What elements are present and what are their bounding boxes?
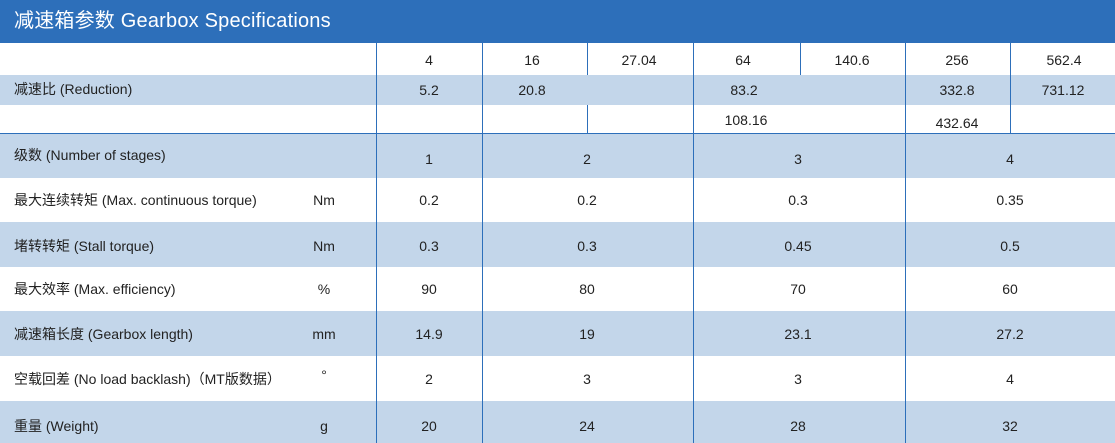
reduction-value: 562.4 — [1046, 52, 1082, 68]
sub-divider-a1 — [587, 43, 588, 75]
cont-torque-value: 0.2 — [419, 192, 439, 208]
reduction-value: 64 — [735, 52, 751, 68]
stall-torque-value: 0.3 — [577, 238, 597, 254]
stages-value: 4 — [1006, 151, 1014, 167]
sub-divider-b1 — [800, 43, 801, 75]
length-value: 23.1 — [784, 326, 812, 342]
sub-divider-c — [1010, 43, 1011, 133]
row-band-efficiency — [0, 267, 1115, 311]
row-label-weight: 重量 (Weight) — [14, 418, 99, 434]
reduction-value: 140.6 — [834, 52, 870, 68]
stall-torque-value: 0.3 — [419, 238, 439, 254]
col-divider-values — [376, 43, 377, 443]
backlash-value: 2 — [425, 371, 433, 387]
unit-cont-torque: Nm — [313, 192, 335, 208]
row-label-stages: 级数 (Number of stages) — [14, 147, 166, 163]
reduction-value: 16 — [524, 52, 540, 68]
row-band-backlash — [0, 356, 1115, 401]
weight-value: 20 — [421, 418, 437, 434]
reduction-value: 432.64 — [935, 115, 979, 131]
row-label-cont-torque: 最大连续转矩 (Max. continuous torque) — [14, 192, 257, 208]
reduction-value: 4 — [425, 52, 433, 68]
stages-value: 2 — [583, 151, 591, 167]
reduction-value: 27.04 — [621, 52, 657, 68]
cont-torque-value: 0.35 — [996, 192, 1024, 208]
efficiency-value: 60 — [1002, 281, 1018, 297]
reduction-value: 108.16 — [724, 112, 768, 128]
row-band-stages — [0, 133, 1115, 178]
reduction-band-1 — [0, 43, 1115, 75]
backlash-value: 4 — [1006, 371, 1014, 387]
length-value: 27.2 — [996, 326, 1024, 342]
reduction-value: 256 — [945, 52, 969, 68]
reduction-label: 减速比 (Reduction) — [14, 81, 133, 97]
reduction-value: 83.2 — [730, 82, 758, 98]
col-divider-2 — [693, 43, 694, 443]
sub-divider-a3 — [587, 105, 588, 133]
row-label-length: 减速箱长度 (Gearbox length) — [14, 326, 193, 342]
title-bar: 减速箱参数 Gearbox Specifications — [0, 0, 1115, 43]
stall-torque-value: 0.45 — [784, 238, 812, 254]
weight-value: 24 — [579, 418, 595, 434]
unit-backlash: ° — [321, 367, 327, 383]
unit-weight: g — [320, 418, 328, 434]
length-value: 19 — [579, 326, 595, 342]
weight-value: 28 — [790, 418, 806, 434]
reduction-bottom-line — [0, 133, 1115, 134]
reduction-value: 731.12 — [1041, 82, 1085, 98]
unit-length: mm — [312, 326, 336, 342]
cont-torque-value: 0.2 — [577, 192, 597, 208]
cont-torque-value: 0.3 — [788, 192, 808, 208]
reduction-band-3 — [0, 105, 1115, 133]
efficiency-value: 80 — [579, 281, 595, 297]
reduction-value: 332.8 — [939, 82, 975, 98]
backlash-value: 3 — [794, 371, 802, 387]
length-value: 14.9 — [415, 326, 443, 342]
backlash-value: 3 — [583, 371, 591, 387]
stages-value: 1 — [425, 151, 433, 167]
row-band-cont-torque — [0, 178, 1115, 222]
unit-stall-torque: Nm — [313, 238, 335, 254]
stages-value: 3 — [794, 151, 802, 167]
weight-value: 32 — [1002, 418, 1018, 434]
col-divider-1 — [482, 43, 483, 443]
row-band-length — [0, 311, 1115, 356]
efficiency-value: 70 — [790, 281, 806, 297]
row-band-weight — [0, 401, 1115, 443]
unit-efficiency: % — [317, 281, 331, 297]
stall-torque-value: 0.5 — [1000, 238, 1020, 254]
reduction-value: 5.2 — [419, 82, 439, 98]
row-label-efficiency: 最大效率 (Max. efficiency) — [14, 281, 176, 297]
row-label-stall-torque: 堵转转矩 (Stall torque) — [14, 238, 155, 254]
reduction-value: 20.8 — [518, 82, 546, 98]
col-divider-3 — [905, 43, 906, 443]
efficiency-value: 90 — [421, 281, 437, 297]
reduction-band-2 — [0, 75, 1115, 105]
row-label-backlash: 空载回差 (No load backlash)（MT版数据） — [14, 371, 281, 387]
page-title: 减速箱参数 Gearbox Specifications — [14, 10, 331, 32]
row-band-stall-torque — [0, 222, 1115, 267]
